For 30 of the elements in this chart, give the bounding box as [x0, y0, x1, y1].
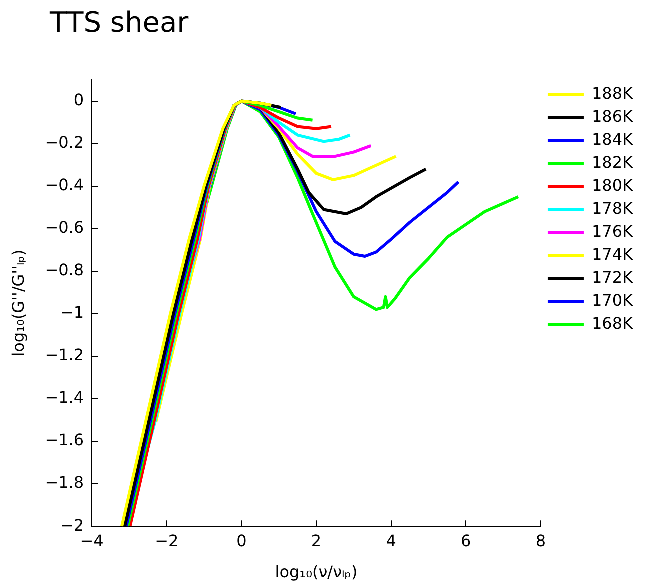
legend-label: 176K: [592, 222, 634, 242]
legend-label: 174K: [592, 245, 634, 264]
y-tick-label: −0.6: [45, 218, 84, 238]
y-tick-label: 0: [74, 90, 84, 110]
legend-label: 186K: [592, 107, 634, 126]
legend-label: 188K: [592, 84, 634, 104]
legend-label: 172K: [592, 268, 634, 288]
legend-label: 182K: [592, 153, 634, 172]
x-tick-label: 4: [386, 531, 396, 550]
y-tick-label: −1: [60, 303, 84, 322]
legend-label: 168K: [592, 314, 634, 334]
x-tick-label: 2: [311, 531, 322, 550]
legend-label: 184K: [592, 130, 634, 150]
x-axis-title: log₁₀(ν/νₗₚ): [275, 562, 358, 582]
legend-label: 180K: [592, 176, 634, 196]
x-tick-label: 8: [536, 531, 546, 550]
y-tick-label: −1.2: [45, 346, 84, 365]
y-axis-title: log₁₀(G''/G''ₗₚ): [8, 250, 28, 357]
y-tick-label: −1.8: [45, 473, 84, 492]
x-tick-label: −2: [155, 531, 179, 550]
y-tick-label: −0.2: [45, 132, 84, 152]
y-tick-label: −1.6: [45, 430, 84, 450]
x-tick-label: 6: [461, 531, 472, 550]
chart-title: TTS shear: [50, 6, 189, 39]
x-tick-label: 0: [236, 531, 247, 550]
y-tick-label: −0.4: [45, 175, 84, 194]
legend-label: 170K: [592, 291, 634, 310]
y-tick-label: −1.4: [45, 388, 84, 408]
legend-label: 178K: [592, 199, 634, 218]
y-tick-label: −0.8: [45, 260, 84, 280]
